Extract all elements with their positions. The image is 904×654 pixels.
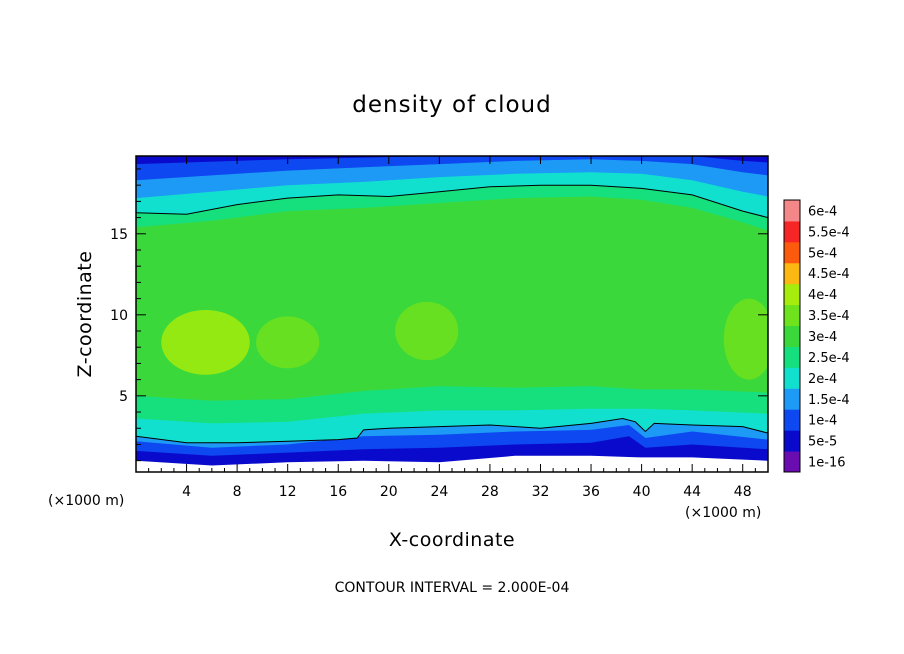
chart-title: density of cloud (352, 92, 551, 118)
contour-region-10 (136, 156, 768, 181)
x-tick-label: 32 (532, 484, 550, 500)
colorbar-label: 6e-4 (808, 205, 837, 220)
contour-maximum-2 (256, 316, 320, 369)
contour-fill (136, 156, 768, 466)
contour-maximum-3 (395, 301, 459, 361)
colorbar-swatch (784, 241, 800, 264)
x-axis: 4 8 12 16 20 24 28 32 36 40 44 48 (148, 156, 756, 500)
x-tick-label: 16 (329, 484, 347, 500)
contour-region-11 (136, 156, 768, 165)
colorbar-swatch (784, 304, 800, 327)
y-axis-title: Z-coordinate (74, 251, 96, 378)
colorbar-swatch (784, 367, 800, 389)
colorbar-swatch (784, 451, 800, 473)
colorbar-label: 3.5e-4 (808, 309, 850, 324)
x-tick-label: 8 (233, 484, 242, 500)
colorbar-swatch (784, 262, 800, 285)
colorbar-label: 5e-5 (808, 435, 837, 450)
x-tick-label: 48 (734, 484, 752, 500)
x-axis-title: X-coordinate (389, 529, 515, 551)
colorbar-label: 3e-4 (808, 330, 837, 345)
x-tick-label: 44 (683, 484, 701, 500)
contour-maximum-4 (723, 298, 768, 380)
plot-area (136, 156, 768, 472)
x-tick-label: 24 (430, 484, 448, 500)
colorbar-swatch (784, 200, 800, 222)
x-tick-label: 12 (279, 484, 297, 500)
colorbar: 1e-16 5e-5 1e-4 1.5e-4 2e-4 2.5e-4 3e-4 3.5e-4 4… (783, 199, 850, 473)
colorbar-label: 1e-16 (808, 456, 846, 471)
contour-lines (136, 184, 768, 444)
colorbar-swatch (784, 220, 800, 243)
x-tick-label: 4 (182, 484, 191, 500)
y-tick-label: 5 (119, 389, 128, 405)
colorbar-swatch (784, 346, 800, 368)
contour-line-1 (136, 184, 768, 219)
y-axis: 5 10 15 (110, 168, 768, 462)
colorbar-label: 4.5e-4 (808, 267, 850, 282)
contour-line-2 (136, 417, 768, 444)
x-unit-label: (×1000 m) (685, 505, 761, 521)
colorbar-label: 5.5e-4 (808, 225, 850, 240)
colorbar-swatch (784, 430, 800, 452)
colorbar-label: 5e-4 (808, 246, 837, 261)
colorbar-label: 2e-4 (808, 372, 837, 387)
colorbar-frame (783, 199, 801, 473)
colorbar-label: 1.5e-4 (808, 393, 850, 408)
colorbar-swatch (784, 388, 800, 410)
y-tick-label: 10 (110, 308, 128, 324)
x-tick-label: 40 (633, 484, 651, 500)
contour-maximum-1 (161, 309, 250, 375)
colorbar-swatch (784, 283, 800, 306)
colorbar-label: 2.5e-4 (808, 351, 850, 366)
x-tick-label: 36 (582, 484, 600, 500)
colorbar-swatch (784, 409, 800, 431)
y-tick-label: 15 (110, 227, 128, 243)
z-unit-label: (×1000 m) (48, 493, 124, 509)
colorbar-swatch (784, 325, 800, 347)
colorbar-label: 4e-4 (808, 288, 837, 303)
contour-interval-note: CONTOUR INTERVAL = 2.000E-04 (335, 580, 570, 596)
colorbar-label: 1e-4 (808, 414, 837, 429)
x-tick-label: 28 (481, 484, 499, 500)
x-tick-label: 20 (380, 484, 398, 500)
